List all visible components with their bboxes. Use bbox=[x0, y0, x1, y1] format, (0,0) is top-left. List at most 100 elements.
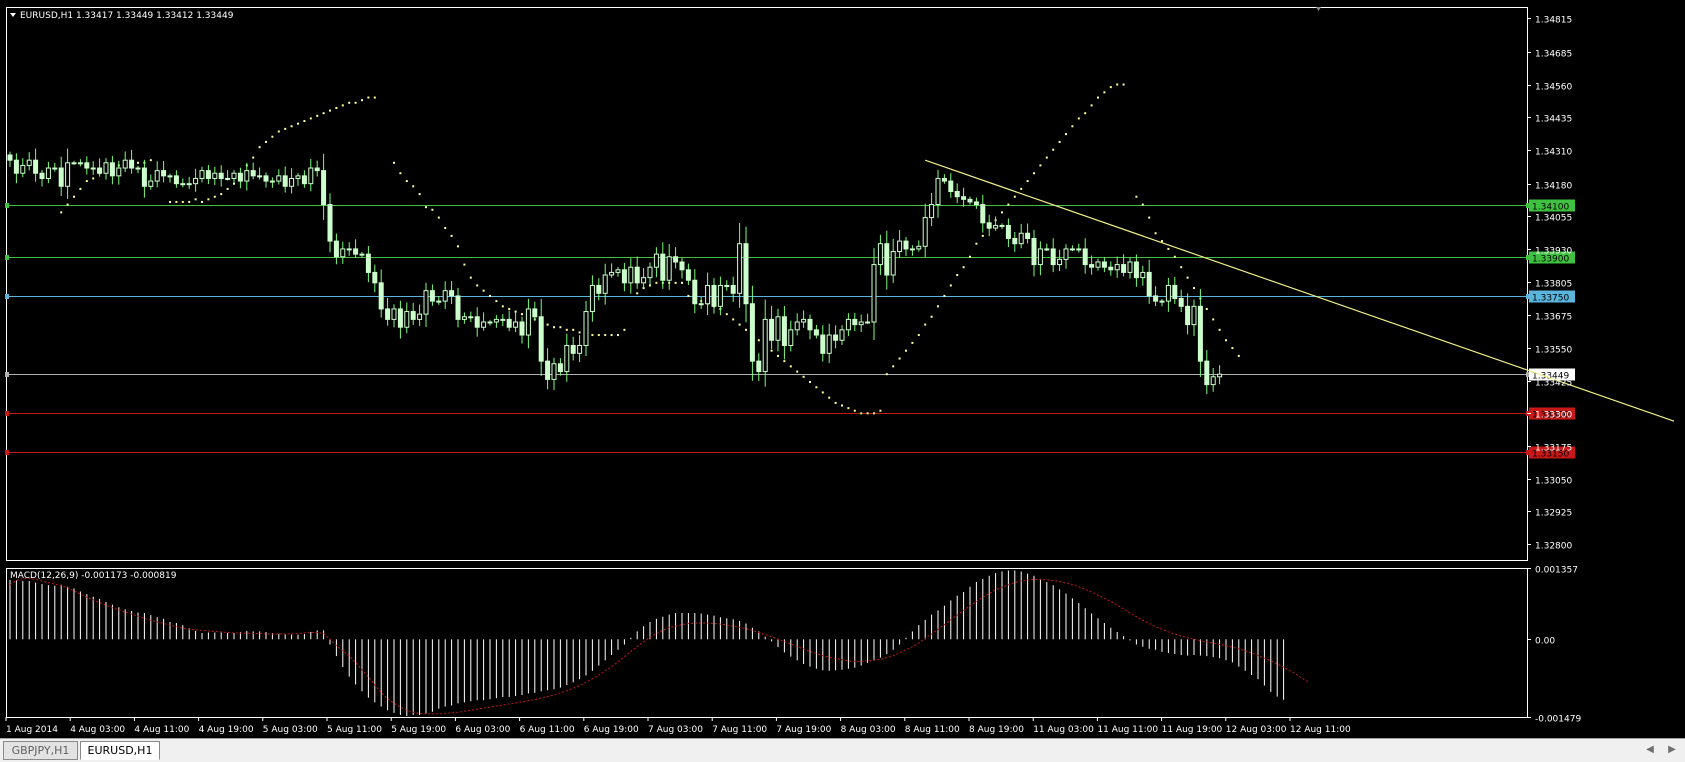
candle-body bbox=[487, 321, 493, 324]
tab-gbpjpy[interactable]: GBPJPY,H1 bbox=[3, 741, 78, 760]
y-tick-label: 1.34310 bbox=[1535, 148, 1572, 158]
candle-body bbox=[794, 321, 800, 331]
sar-dot bbox=[354, 101, 357, 104]
candle-body bbox=[391, 308, 397, 320]
candle-body bbox=[359, 253, 365, 256]
sar-dot bbox=[981, 234, 984, 237]
sar-dot bbox=[514, 310, 517, 313]
sar-dot bbox=[905, 349, 907, 352]
y-tick-label: 1.34815 bbox=[1535, 16, 1572, 26]
candle-body bbox=[1191, 305, 1197, 326]
sar-dot bbox=[1173, 255, 1176, 258]
sar-dot bbox=[1161, 240, 1163, 243]
y-tick-label: 1.33425 bbox=[1535, 379, 1572, 389]
candle-body bbox=[660, 253, 666, 281]
candle-body bbox=[1140, 271, 1146, 279]
sar-dot bbox=[220, 193, 223, 196]
symbol-menu-icon bbox=[10, 13, 16, 17]
x-tick-label: 8 Aug 11:00 bbox=[905, 725, 960, 735]
candle-body bbox=[493, 318, 499, 323]
x-tick-label: 6 Aug 11:00 bbox=[520, 725, 575, 735]
candle-body bbox=[180, 183, 186, 186]
sar-dot bbox=[226, 187, 229, 190]
candle-body bbox=[609, 271, 615, 276]
sar-dot bbox=[450, 234, 453, 237]
candle-body bbox=[250, 170, 256, 177]
sar-dot bbox=[962, 266, 965, 269]
sar-dot bbox=[623, 328, 626, 331]
price-tag-bg-3 bbox=[1529, 407, 1575, 420]
scroll-left-icon[interactable]: ◀ bbox=[1646, 744, 1654, 755]
candle-body bbox=[653, 253, 659, 268]
sar-dot bbox=[1225, 339, 1227, 342]
candle-body bbox=[705, 284, 711, 305]
sar-dot bbox=[489, 294, 491, 297]
candle-body bbox=[813, 329, 819, 336]
candle-body bbox=[922, 217, 928, 247]
candle-body bbox=[205, 170, 211, 179]
candle-body bbox=[423, 290, 429, 315]
candle-body bbox=[1095, 261, 1101, 268]
y-tick-label: 1.34685 bbox=[1535, 50, 1572, 60]
sar-dot bbox=[73, 195, 75, 198]
sar-dot bbox=[367, 96, 370, 99]
sar-dot bbox=[1109, 86, 1112, 89]
candle-body bbox=[724, 284, 730, 287]
sar-dot bbox=[1020, 187, 1023, 190]
candle-body bbox=[314, 167, 320, 172]
candle-body bbox=[45, 167, 51, 179]
candle-body bbox=[628, 266, 634, 284]
sar-dot bbox=[92, 177, 95, 180]
tab-eurusd[interactable]: EURUSD,H1 bbox=[80, 741, 160, 760]
price-tag-bg-5 bbox=[1529, 368, 1575, 381]
sar-dot bbox=[1231, 347, 1234, 350]
macd-y-tick-label: 0.001357 bbox=[1535, 566, 1578, 576]
x-tick-label: 6 Aug 19:00 bbox=[584, 725, 639, 735]
candle-body bbox=[961, 196, 967, 200]
candle-body bbox=[999, 224, 1005, 227]
candle-body bbox=[1012, 237, 1018, 245]
candle-body bbox=[308, 167, 314, 185]
macd-signal-line bbox=[9, 577, 1310, 715]
candle-body bbox=[525, 308, 531, 336]
candle-body bbox=[941, 177, 947, 182]
candle-body bbox=[263, 175, 269, 182]
candle-body bbox=[468, 316, 474, 319]
price-tag-bg-0 bbox=[1529, 199, 1575, 212]
sar-dot bbox=[828, 396, 831, 399]
sar-dot bbox=[437, 216, 440, 219]
candle-body bbox=[1114, 264, 1120, 271]
y-tick-label: 1.33805 bbox=[1535, 280, 1572, 290]
sar-dot bbox=[431, 208, 434, 211]
candle-body bbox=[615, 269, 621, 273]
sar-dot bbox=[725, 313, 728, 316]
candle-body bbox=[353, 248, 359, 255]
hline-anchor-right-4 bbox=[1526, 450, 1530, 455]
scroll-right-icon[interactable]: ▶ bbox=[1668, 744, 1676, 755]
sar-dot bbox=[1167, 247, 1170, 250]
sar-dot bbox=[834, 401, 837, 404]
candle-body bbox=[455, 295, 461, 320]
candle-body bbox=[122, 159, 128, 169]
sar-dot bbox=[879, 409, 882, 412]
candle-body bbox=[865, 321, 871, 324]
sar-dot bbox=[681, 281, 683, 284]
candle-body bbox=[641, 277, 647, 284]
sar-dot bbox=[271, 135, 274, 138]
x-tick-label: 7 Aug 11:00 bbox=[712, 725, 767, 735]
sar-dot bbox=[290, 125, 293, 128]
price-tag-3: 1.33300 bbox=[1532, 411, 1569, 421]
sar-dot bbox=[1154, 232, 1157, 235]
sar-dot bbox=[1065, 133, 1067, 136]
candle-body bbox=[1217, 373, 1223, 378]
candle-body bbox=[244, 170, 250, 182]
sar-dot bbox=[361, 99, 363, 102]
candle-body bbox=[461, 316, 467, 320]
candle-body bbox=[1165, 284, 1171, 302]
candle-body bbox=[1044, 248, 1050, 251]
chart-canvas[interactable]: 1.34100 1.33900 1.33750 1.33300 1.33150 1.334… bbox=[0, 0, 1685, 738]
candle-body bbox=[1153, 295, 1159, 302]
sar-dot bbox=[821, 391, 824, 394]
sar-dot bbox=[393, 161, 395, 164]
sar-dot bbox=[1052, 148, 1055, 151]
